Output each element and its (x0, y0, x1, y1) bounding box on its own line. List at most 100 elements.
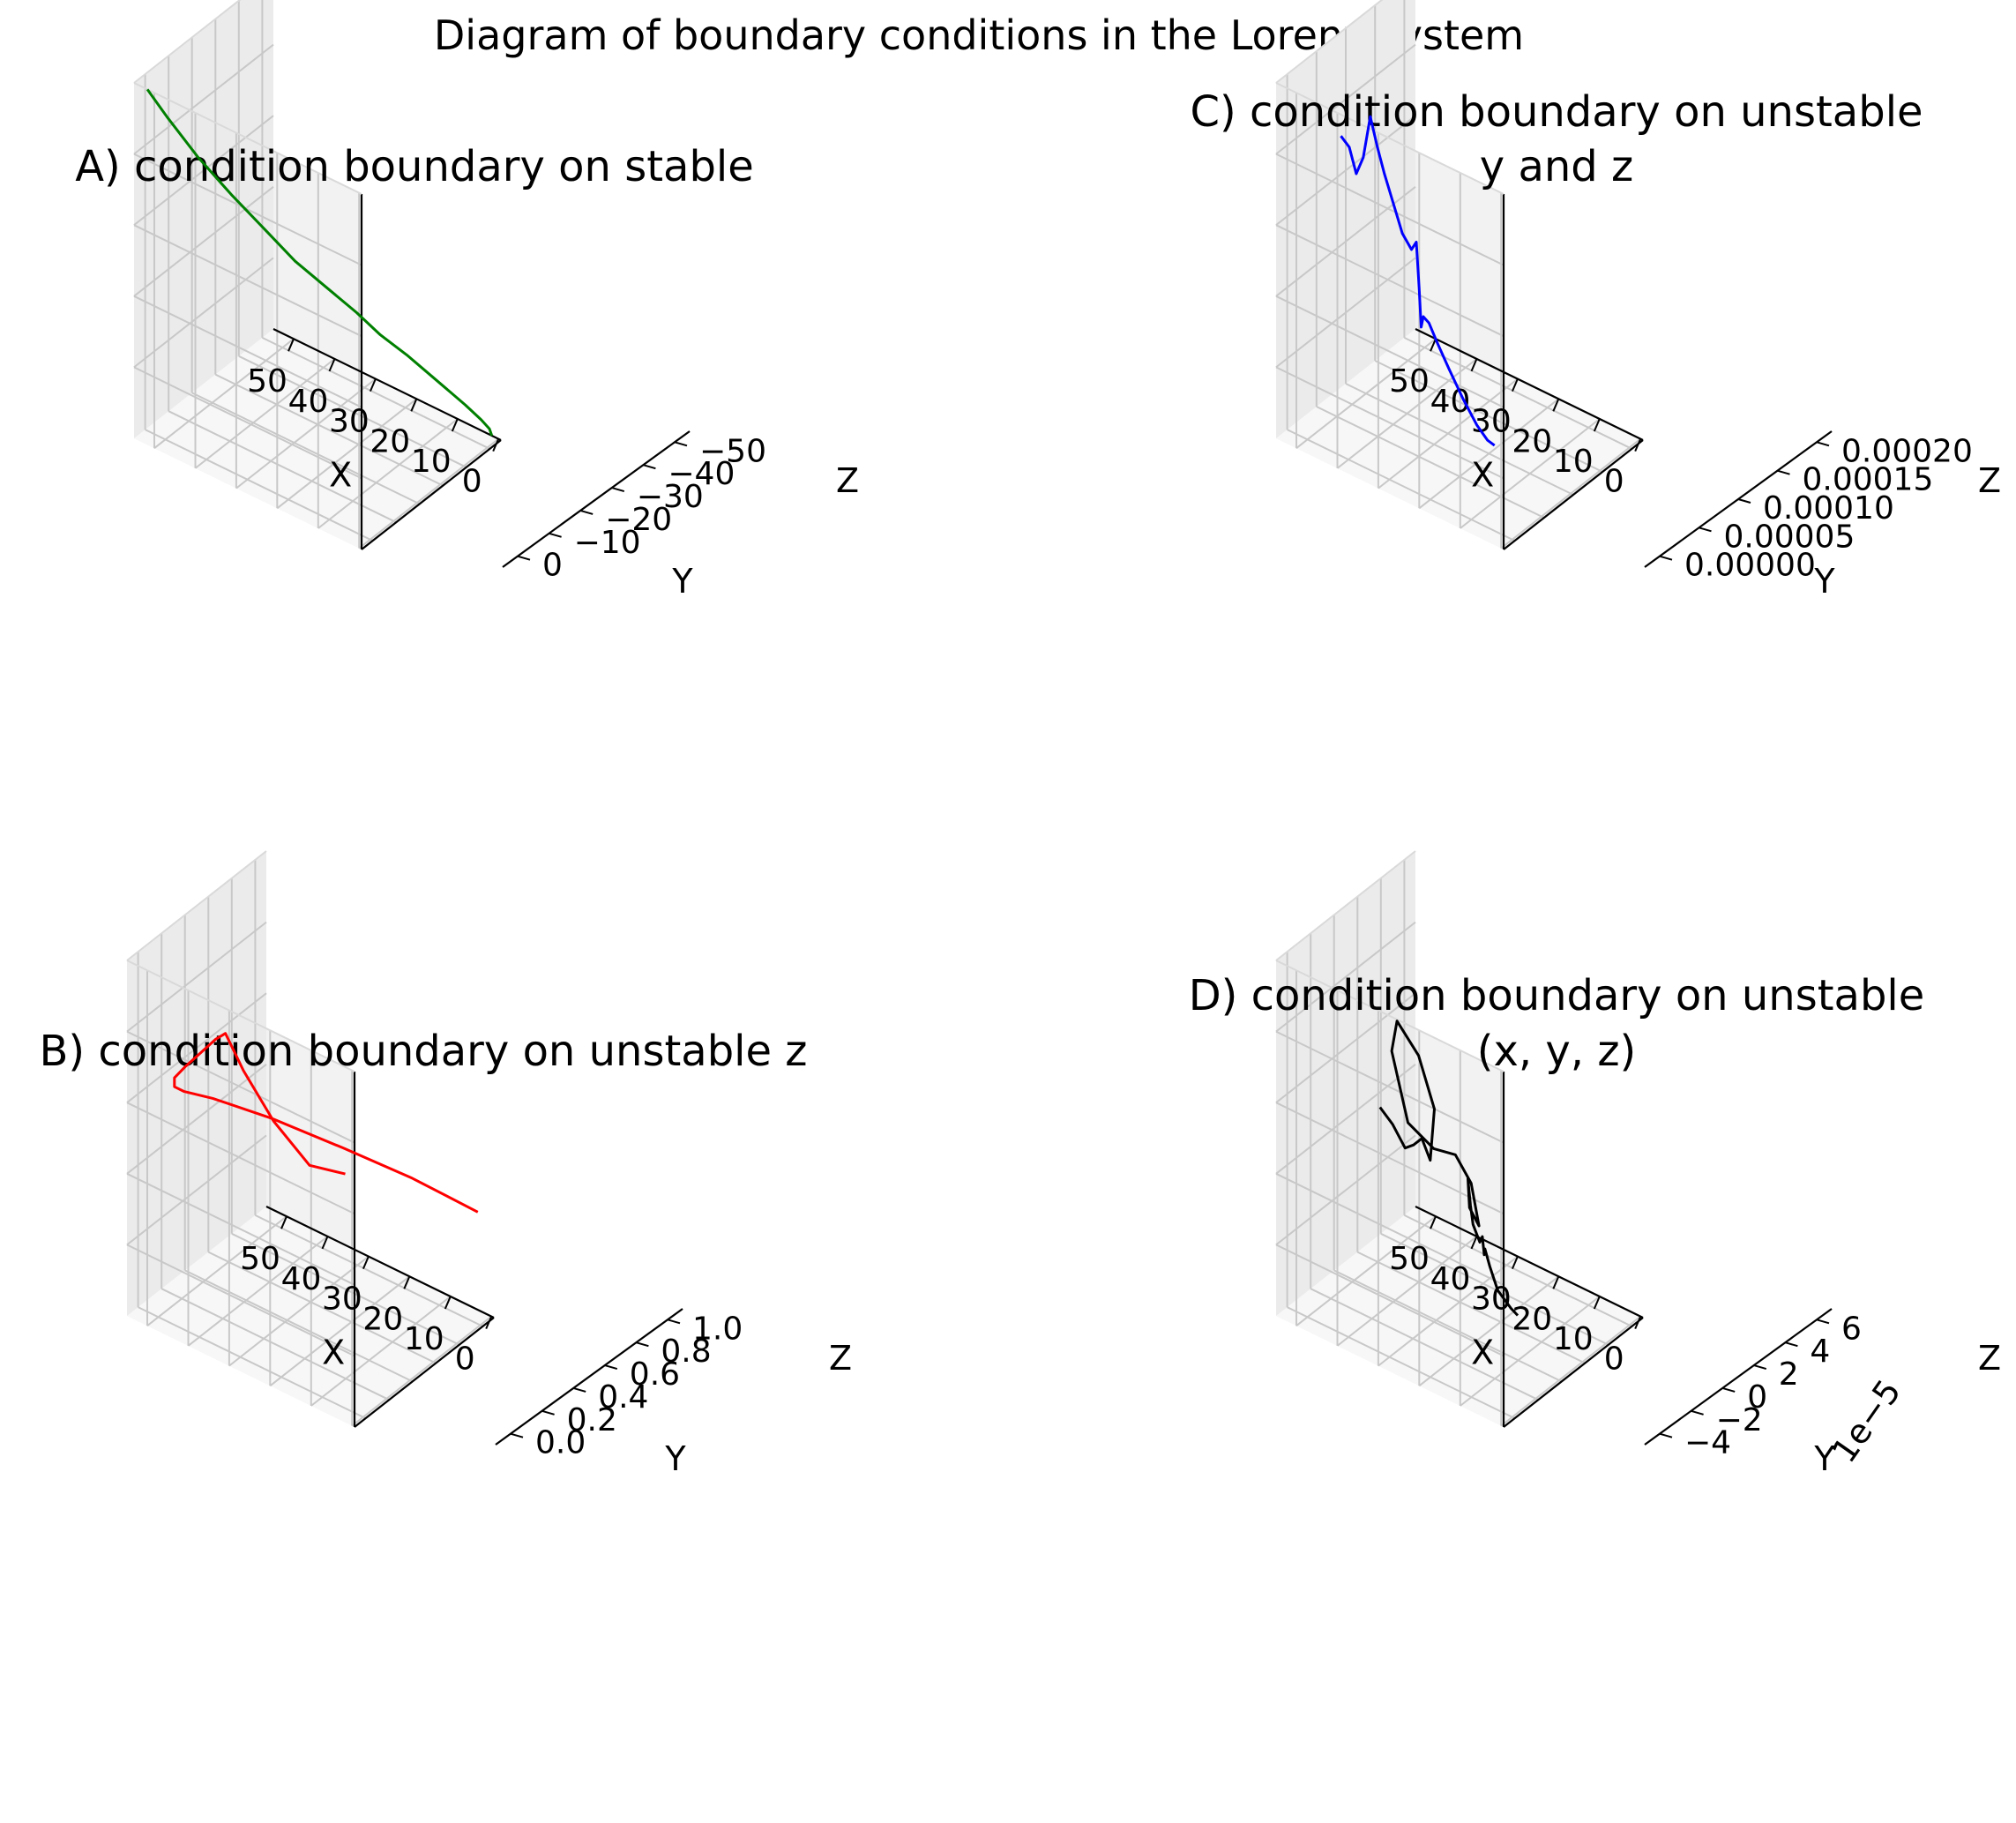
x-tick-label: 10 (1553, 444, 1594, 480)
gridline-x (235, 377, 377, 489)
gridline-z (1275, 153, 1505, 266)
y-tick-mark (604, 1364, 618, 1371)
gridline-y (1287, 429, 1516, 542)
gridline-x (317, 418, 459, 529)
gridline-z (1275, 1030, 1505, 1144)
y-axis-label: Y (664, 1439, 686, 1478)
gridline-y (214, 373, 444, 487)
z-axis-label: Z (1978, 461, 2001, 500)
gridline-y (1380, 1232, 1609, 1346)
y-tick-label: 0.4 (598, 1379, 648, 1416)
gridline-x (1460, 1296, 1601, 1407)
x-tick-mark (444, 1296, 452, 1310)
y-tick-label: 0.8 (661, 1334, 711, 1370)
x-tick-label: 30 (322, 1281, 362, 1318)
y-tick-mark (1816, 441, 1830, 447)
panel-title: A) condition boundary on stable (75, 142, 754, 191)
y-tick-label: −10 (574, 525, 641, 561)
gridline-z (126, 1244, 355, 1357)
gridline-y (138, 1306, 367, 1419)
gridline-x (276, 398, 417, 510)
gridline-z (1275, 295, 1505, 408)
y-ticks: 0.00.20.40.60.81.0 (510, 1311, 743, 1461)
x-tick-label: 10 (411, 444, 452, 480)
axis-lines (265, 1072, 683, 1446)
gridline-z (1275, 366, 1505, 480)
y-axis-line (361, 439, 502, 550)
gridline-y (1345, 383, 1574, 496)
gridline-z-wall (1275, 257, 1416, 369)
gridline-z-wall (1275, 1064, 1416, 1175)
x-tick-mark (287, 338, 295, 352)
gridline-y (161, 1288, 390, 1401)
y-tick-label: 0.6 (630, 1356, 680, 1393)
pane-edge (133, 82, 362, 195)
x-tick-mark (1430, 338, 1437, 352)
z-axis-label: Z (836, 461, 859, 500)
x-tick-mark (451, 418, 459, 432)
gridline-y (1356, 1251, 1586, 1364)
y-tick-label: 0.00010 (1763, 490, 1894, 527)
panel-title: y and z (1480, 142, 1633, 191)
x-tick-mark (1470, 1236, 1478, 1250)
gridline-x (351, 1315, 492, 1427)
y-tick-mark (579, 509, 594, 515)
y-tick-label: 0 (1747, 1379, 1767, 1416)
x-tick-label: 0 (1604, 464, 1624, 500)
gridline-y (168, 410, 397, 524)
x-tick-mark (280, 1215, 287, 1229)
y-tick-mark (1777, 469, 1790, 475)
gridline-z (133, 295, 362, 408)
gridline-z-wall (1275, 43, 1416, 155)
gridline-y (1287, 1306, 1516, 1419)
gridline-z-wall (126, 1134, 267, 1246)
x-tick-mark (1634, 438, 1642, 452)
gridline-z-wall (126, 921, 267, 1033)
gridline-x (310, 1296, 452, 1407)
gridline-z-wall (1275, 992, 1416, 1103)
x-tick-mark (1552, 398, 1560, 412)
y-tick-mark (643, 464, 656, 470)
y-offset-label: 1e−5 (1825, 1372, 1908, 1469)
y-tick-mark (1753, 1364, 1767, 1371)
gridline-y (1374, 360, 1603, 473)
x-axis-label: X (1471, 1334, 1494, 1372)
x-tick-label: 30 (1471, 404, 1512, 440)
gridline-x (269, 1275, 410, 1387)
y-axis-edge (502, 430, 691, 568)
gridline-y (238, 355, 467, 468)
gridline-z-wall (1275, 186, 1416, 297)
x-tick-mark (1634, 1316, 1642, 1329)
panel-title: (x, y, z) (1477, 1027, 1637, 1076)
y-tick-label: −2 (1716, 1402, 1763, 1438)
gridline-z (1275, 224, 1505, 338)
x-tick-label: 30 (329, 404, 370, 440)
y-tick-mark (1691, 1409, 1704, 1416)
y-tick-mark (611, 487, 625, 493)
x-tick-mark (321, 1236, 329, 1250)
pane-edge (1275, 850, 1416, 961)
y-tick-mark (636, 1341, 649, 1348)
gridline-z (126, 1102, 355, 1215)
y-tick-label: −20 (605, 502, 672, 538)
gridline-x (153, 338, 295, 449)
x-tick-label: 20 (370, 423, 410, 459)
gridline-z (126, 1172, 355, 1286)
x-axis-line (1415, 328, 1644, 441)
y-tick-mark (1785, 1341, 1798, 1348)
y-ticks: 0 −10−20−30−40−50 (517, 433, 766, 584)
gridline-x (1336, 1236, 1478, 1347)
gridline-y (1333, 1269, 1563, 1383)
y-axis-label: Y (1813, 562, 1835, 601)
x-tick-label: 0 (455, 1341, 475, 1378)
x-tick-label: 20 (362, 1301, 403, 1337)
x-tick-label: 20 (1512, 1301, 1552, 1337)
y-tick-label: −4 (1684, 1425, 1731, 1461)
y-axis-edge (495, 1308, 683, 1446)
